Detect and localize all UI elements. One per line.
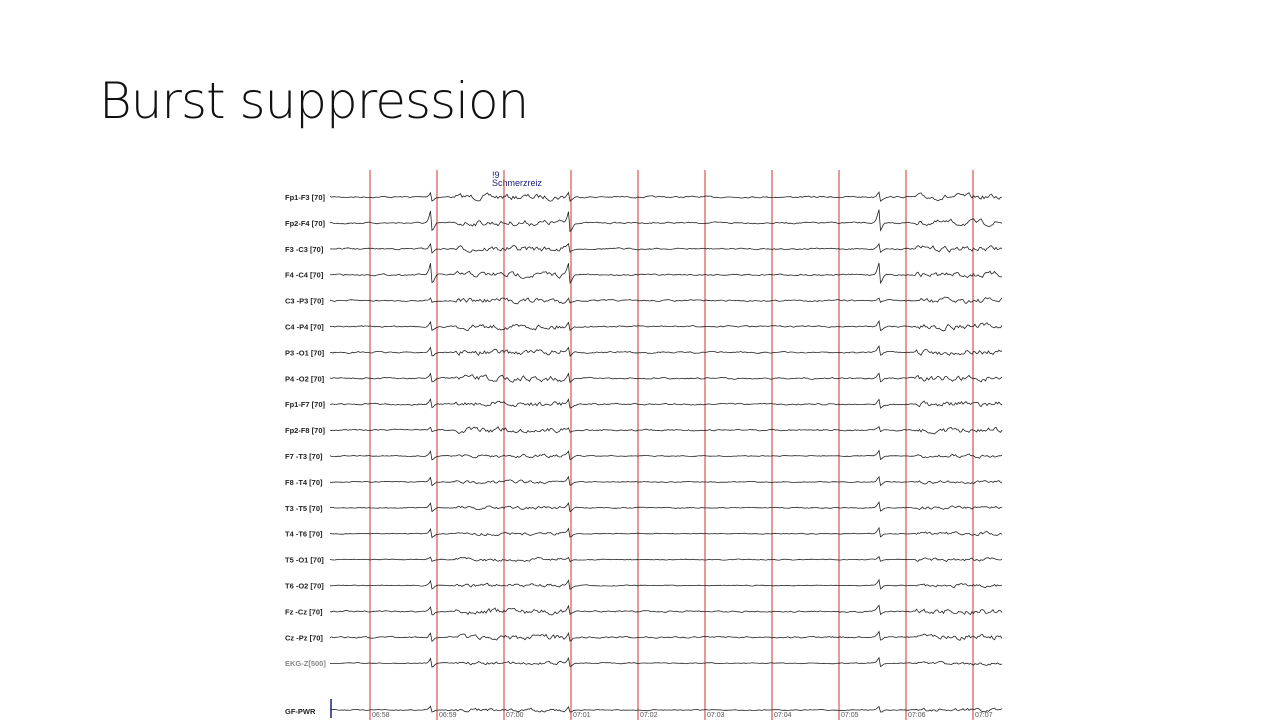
- time-label: 07:04: [774, 712, 792, 719]
- slide-title: Burst suppression: [99, 72, 529, 130]
- channel-label: F3 -C3 [70]: [285, 245, 324, 254]
- time-label: 07:07: [975, 712, 993, 719]
- eeg-trace: [329, 242, 1003, 254]
- channel-label: Fp2-F4 [70]: [285, 219, 326, 228]
- time-label: 07:05: [841, 712, 859, 719]
- eeg-trace: [329, 705, 1003, 713]
- time-label: 07:02: [640, 712, 658, 719]
- channel-label: F4 -C4 [70]: [285, 271, 324, 280]
- eeg-trace: [329, 372, 1003, 384]
- annotation-marker: !9: [492, 170, 500, 180]
- time-label: 06:59: [439, 712, 457, 719]
- eeg-trace: [329, 296, 1003, 305]
- annotation-text: Schmerzreiz: [492, 178, 543, 188]
- time-label: 07:01: [573, 712, 591, 719]
- eeg-trace: [329, 262, 1003, 285]
- channel-label: P3 -O1 [70]: [285, 348, 325, 357]
- eeg-trace: [329, 425, 1003, 435]
- eeg-trace: [329, 449, 1003, 461]
- time-label: 07:00: [506, 712, 524, 719]
- channel-label: F8 -T4 [70]: [285, 478, 323, 487]
- eeg-trace: [329, 345, 1003, 357]
- channel-label: T5 -O1 [70]: [285, 556, 324, 565]
- time-label: 07:03: [707, 712, 725, 719]
- channel-label: T3 -T5 [70]: [285, 504, 323, 513]
- time-label: 07:06: [908, 712, 926, 719]
- channel-label: Fp1-F3 [70]: [285, 193, 326, 202]
- channel-label: F7 -T3 [70]: [285, 452, 323, 461]
- eeg-trace: [329, 475, 1003, 487]
- eeg-trace: [329, 526, 1003, 539]
- eeg-trace: [329, 397, 1003, 409]
- eeg-trace: [329, 555, 1003, 563]
- channel-label: T4 -T6 [70]: [285, 530, 323, 539]
- eeg-trace: [329, 501, 1003, 513]
- eeg-trace: [329, 578, 1003, 590]
- channel-label: Fp2-F8 [70]: [285, 426, 326, 435]
- channel-label: C3 -P3 [70]: [285, 297, 324, 306]
- channel-label: C4 -P4 [70]: [285, 323, 324, 332]
- eeg-trace: [329, 630, 1003, 643]
- eeg-trace: [329, 656, 1003, 668]
- channel-label: T6 -O2 [70]: [285, 582, 324, 591]
- eeg-trace: [329, 209, 1003, 233]
- eeg-trace: [329, 319, 1003, 332]
- channel-label: GF-PWR: [285, 707, 316, 716]
- channel-label: Fz -Cz [70]: [285, 607, 323, 616]
- channel-label: EKG-Z[500]: [285, 659, 326, 668]
- eeg-trace: [329, 604, 1003, 616]
- channel-label: Fp1-F7 [70]: [285, 400, 326, 409]
- channel-label: Cz -Pz [70]: [285, 633, 323, 642]
- time-label: 06:58: [372, 712, 390, 719]
- channel-label: P4 -O2 [70]: [285, 374, 325, 383]
- eeg-trace: [329, 191, 1003, 202]
